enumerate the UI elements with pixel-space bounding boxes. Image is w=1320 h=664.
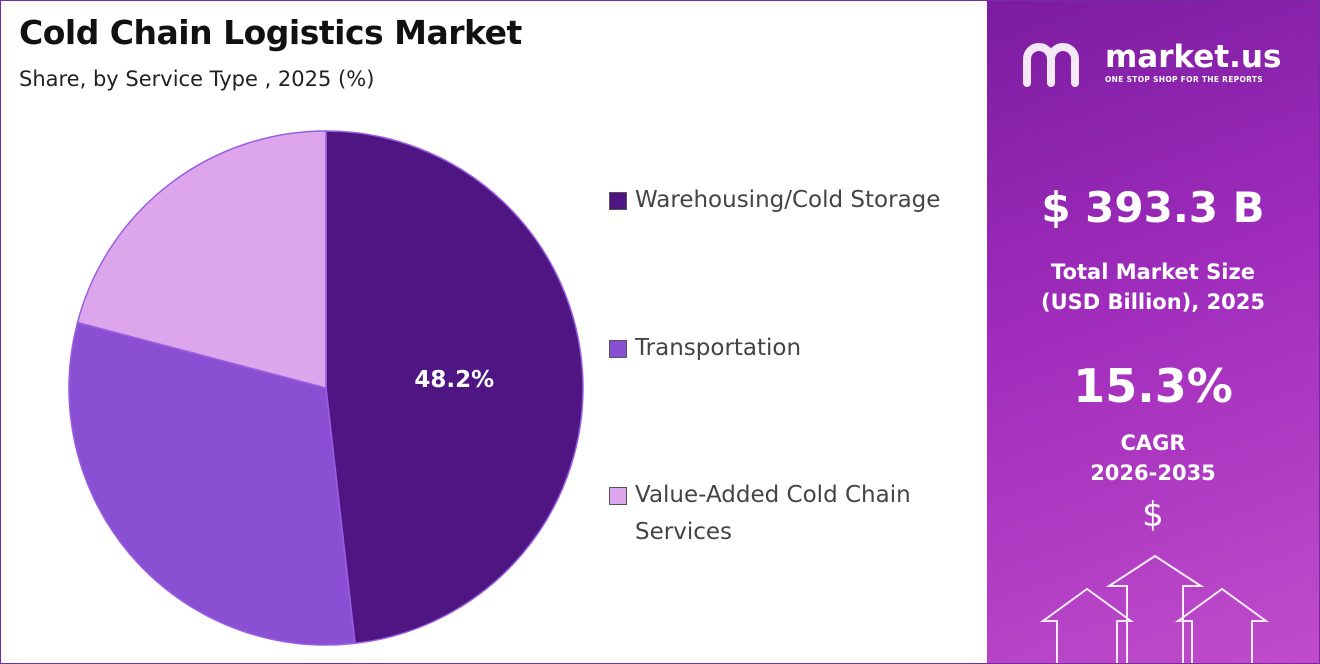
pie-chart: 48.2% [68, 130, 584, 646]
legend-swatch [609, 340, 627, 358]
legend-label: Warehousing/Cold Storage [635, 187, 941, 213]
chart-title: Cold Chain Logistics Market [19, 13, 522, 52]
cagr-period: 2026-2035 [1090, 461, 1216, 485]
chart-subtitle: Share, by Service Type , 2025 (%) [19, 67, 375, 91]
legend-swatch [609, 487, 627, 505]
info-panel: market.us ONE STOP SHOP FOR THE REPORTS … [987, 1, 1319, 663]
pie-slice [325, 130, 584, 645]
decoration [1023, 43, 1270, 663]
pie-slice [76, 130, 327, 389]
pie-slice [68, 321, 356, 646]
tagline: ONE STOP SHOP FOR THE REPORTS [1105, 75, 1263, 84]
legend-item: Value-Added Cold Chain Services [609, 477, 995, 551]
currency-icon: $ [1142, 495, 1164, 535]
market-size-label: Total Market Size (USD Billion), 2025 [1040, 260, 1266, 314]
market-size: $ 393.3 B [1041, 183, 1265, 232]
data-label: 48.2% [414, 367, 494, 393]
legend-label: Value-Added Cold Chain Services [635, 482, 911, 545]
brand: market.us [1105, 39, 1282, 75]
legend-swatch [609, 192, 627, 210]
legend-item: Transportation [609, 330, 995, 367]
legend-item: Warehousing/Cold Storage [609, 182, 995, 219]
cagr-label: CAGR [1120, 431, 1186, 455]
cagr: 15.3% [1073, 359, 1233, 413]
legend-label: Transportation [635, 335, 802, 361]
